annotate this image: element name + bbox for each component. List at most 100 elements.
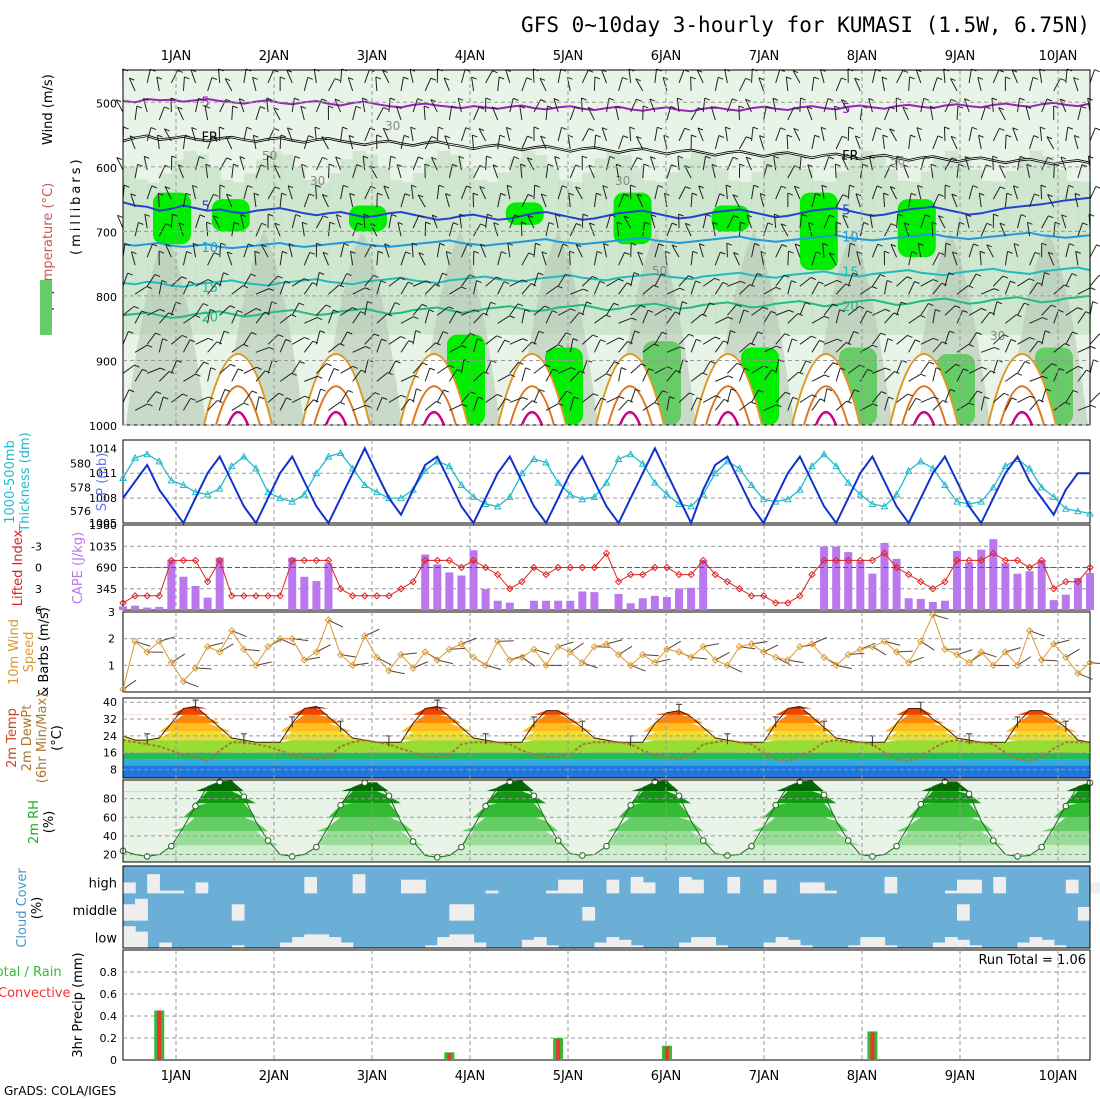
wind-barb — [872, 274, 881, 287]
wind-barb — [684, 223, 692, 237]
wind-barb — [654, 185, 659, 200]
wind-barb — [915, 69, 922, 84]
wind-barb-flag — [478, 128, 485, 132]
wind-barb — [267, 359, 273, 374]
wind-barb — [473, 371, 485, 382]
wind-barb — [485, 302, 492, 316]
lifted-marker — [614, 577, 623, 586]
wind-barb — [823, 388, 828, 403]
wind-barb — [334, 98, 342, 113]
wind-barb-flag — [240, 214, 246, 217]
wind-barb — [654, 273, 662, 287]
wind-barb-flag — [630, 184, 636, 188]
wind-barb — [443, 77, 450, 92]
wind-barb — [920, 156, 925, 171]
wind-barb — [497, 398, 506, 411]
wind-barb-flag — [623, 215, 629, 219]
cloud-cell-high — [558, 879, 571, 894]
slp-title: SLP (mb) — [95, 453, 110, 512]
wind-barb-flag — [636, 136, 642, 139]
wind-barb-flag — [250, 273, 256, 277]
wind-barb — [396, 106, 402, 121]
wind-barb — [146, 332, 156, 345]
wind-barb — [436, 243, 441, 258]
wind-barb-flag — [918, 242, 924, 246]
rh2m-marker — [917, 800, 925, 808]
precip-convective-bar — [157, 1010, 162, 1060]
wind-barb — [678, 275, 689, 287]
wind-barb — [775, 244, 783, 258]
wind-barb — [340, 365, 353, 374]
wind10m-marker — [639, 650, 647, 659]
wind-barb — [917, 185, 922, 200]
wind-barb — [479, 244, 487, 258]
wind-barb-flag — [836, 279, 843, 283]
wind-barb-flag — [223, 272, 229, 276]
wind-barb — [649, 98, 656, 113]
wind-barb-flag — [762, 306, 769, 310]
wind-barb-flag — [499, 134, 506, 138]
wind-barb — [144, 214, 148, 229]
wind-barb — [195, 337, 209, 345]
cloud-cell-high — [691, 879, 704, 894]
wind-barb — [400, 340, 410, 353]
wind-barb — [254, 251, 257, 266]
wind-barb-flag — [528, 252, 534, 256]
wind-barb — [158, 280, 163, 295]
wind-barb — [630, 389, 636, 403]
wind-barb — [787, 371, 799, 382]
wind-barb — [134, 344, 148, 353]
wind-barb — [461, 391, 472, 403]
wind-barb — [834, 164, 837, 179]
cape-bar — [529, 600, 538, 610]
wind-barb-flag — [274, 127, 280, 131]
wind10m-marker — [904, 658, 913, 667]
wind-barb-flag — [408, 340, 414, 344]
wind-barb — [811, 315, 825, 324]
wind-barb-flag — [506, 184, 513, 188]
axis-title-line: SLP (mb) — [95, 453, 110, 512]
wind-barb — [714, 193, 721, 208]
cloud-cell-high — [679, 876, 692, 894]
hot-isotherm-dome — [618, 410, 642, 426]
wind-barb — [666, 311, 676, 324]
wind-barb-flag — [349, 192, 355, 196]
wind-barb-flag — [158, 250, 165, 254]
wind-barb — [872, 308, 886, 316]
wind-barb — [182, 339, 191, 353]
wind-barb — [654, 390, 663, 403]
wind-barb-flag — [1029, 395, 1036, 399]
wind-barb-flag — [539, 389, 545, 393]
wind-barb-flag — [792, 396, 798, 400]
wind-barb-flag — [1061, 214, 1067, 218]
wind-barb-flag — [696, 338, 702, 342]
wind-barb-flag — [343, 243, 350, 247]
lifted-marker — [240, 592, 248, 600]
wind-barb-flag — [872, 344, 878, 348]
wind-barb — [266, 97, 269, 113]
wind-barb — [799, 360, 807, 374]
thickness-marker — [264, 488, 272, 496]
wind-barb — [726, 330, 731, 345]
wind-barb-flag — [710, 360, 716, 364]
cloud-cell-high — [969, 879, 982, 894]
wind-barb-flag — [636, 193, 643, 197]
wind-barb — [171, 335, 183, 345]
wind-barb-flag — [800, 97, 806, 101]
wind-barb-flag — [781, 185, 787, 189]
wind-barb-flag — [357, 222, 363, 226]
wind-barb-flag — [636, 157, 643, 161]
wind-barb — [642, 310, 649, 324]
wind-barb — [992, 128, 1000, 142]
precip-convective-bar — [556, 1039, 561, 1060]
wind-barb-flag — [699, 243, 705, 247]
wind-barb-flag — [932, 279, 939, 283]
wind-barb-flag — [760, 193, 766, 196]
wind-barb — [581, 276, 593, 287]
wind-barb-flag — [661, 273, 667, 277]
wind-barb-flag — [592, 275, 598, 279]
wind-barb-flag — [527, 135, 533, 139]
wind-barb — [195, 279, 209, 287]
wind-barb — [714, 77, 719, 92]
wind-barb — [992, 156, 994, 171]
